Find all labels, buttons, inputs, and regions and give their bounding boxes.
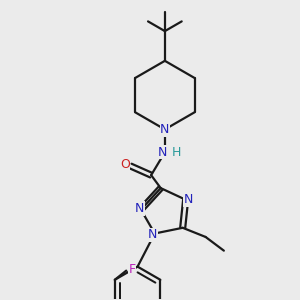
Text: N: N: [135, 202, 145, 215]
Text: F: F: [128, 263, 136, 276]
Text: N: N: [160, 123, 170, 136]
Text: O: O: [120, 158, 130, 171]
Text: H: H: [172, 146, 181, 159]
Text: N: N: [148, 228, 157, 241]
Text: N: N: [183, 193, 193, 206]
Text: N: N: [158, 146, 167, 159]
